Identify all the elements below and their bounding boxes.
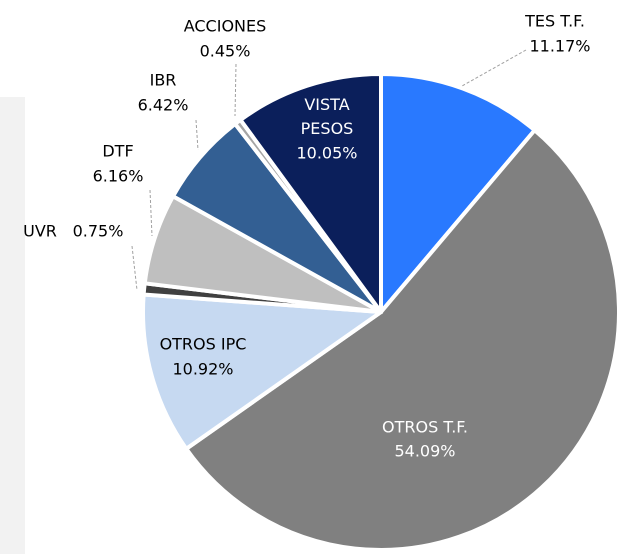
value-label: 0.45%: [200, 42, 251, 61]
value-label: 54.09%: [394, 442, 455, 461]
category-label: UVR: [23, 222, 57, 241]
pie-slice: [184, 128, 617, 552]
category-label: ACCIONES: [184, 17, 267, 36]
pie-slice: [141, 292, 383, 451]
pie-slice: [379, 72, 537, 314]
category-label: OTROS IPC: [160, 335, 247, 354]
value-label: 10.05%: [296, 144, 357, 163]
leader-line: [234, 63, 237, 117]
value-label: 11.17%: [529, 37, 590, 56]
value-label: 10.92%: [172, 360, 233, 379]
leader-line: [195, 119, 199, 151]
category-label: DTF: [102, 142, 133, 161]
leader-line: [149, 189, 153, 237]
leader-line: [131, 245, 138, 291]
category-label: TES T.F.: [524, 12, 585, 31]
category-label: VISTA PESOS: [301, 95, 354, 138]
pie-slice: [238, 72, 383, 314]
category-label: OTROS T.F.: [382, 418, 468, 437]
value-label: 6.16%: [93, 167, 144, 186]
value-label: 6.42%: [138, 96, 189, 115]
leader-line: [461, 49, 527, 87]
value-label: 0.75%: [73, 222, 124, 241]
side-panel: [0, 97, 25, 554]
category-label: IBR: [150, 71, 177, 90]
